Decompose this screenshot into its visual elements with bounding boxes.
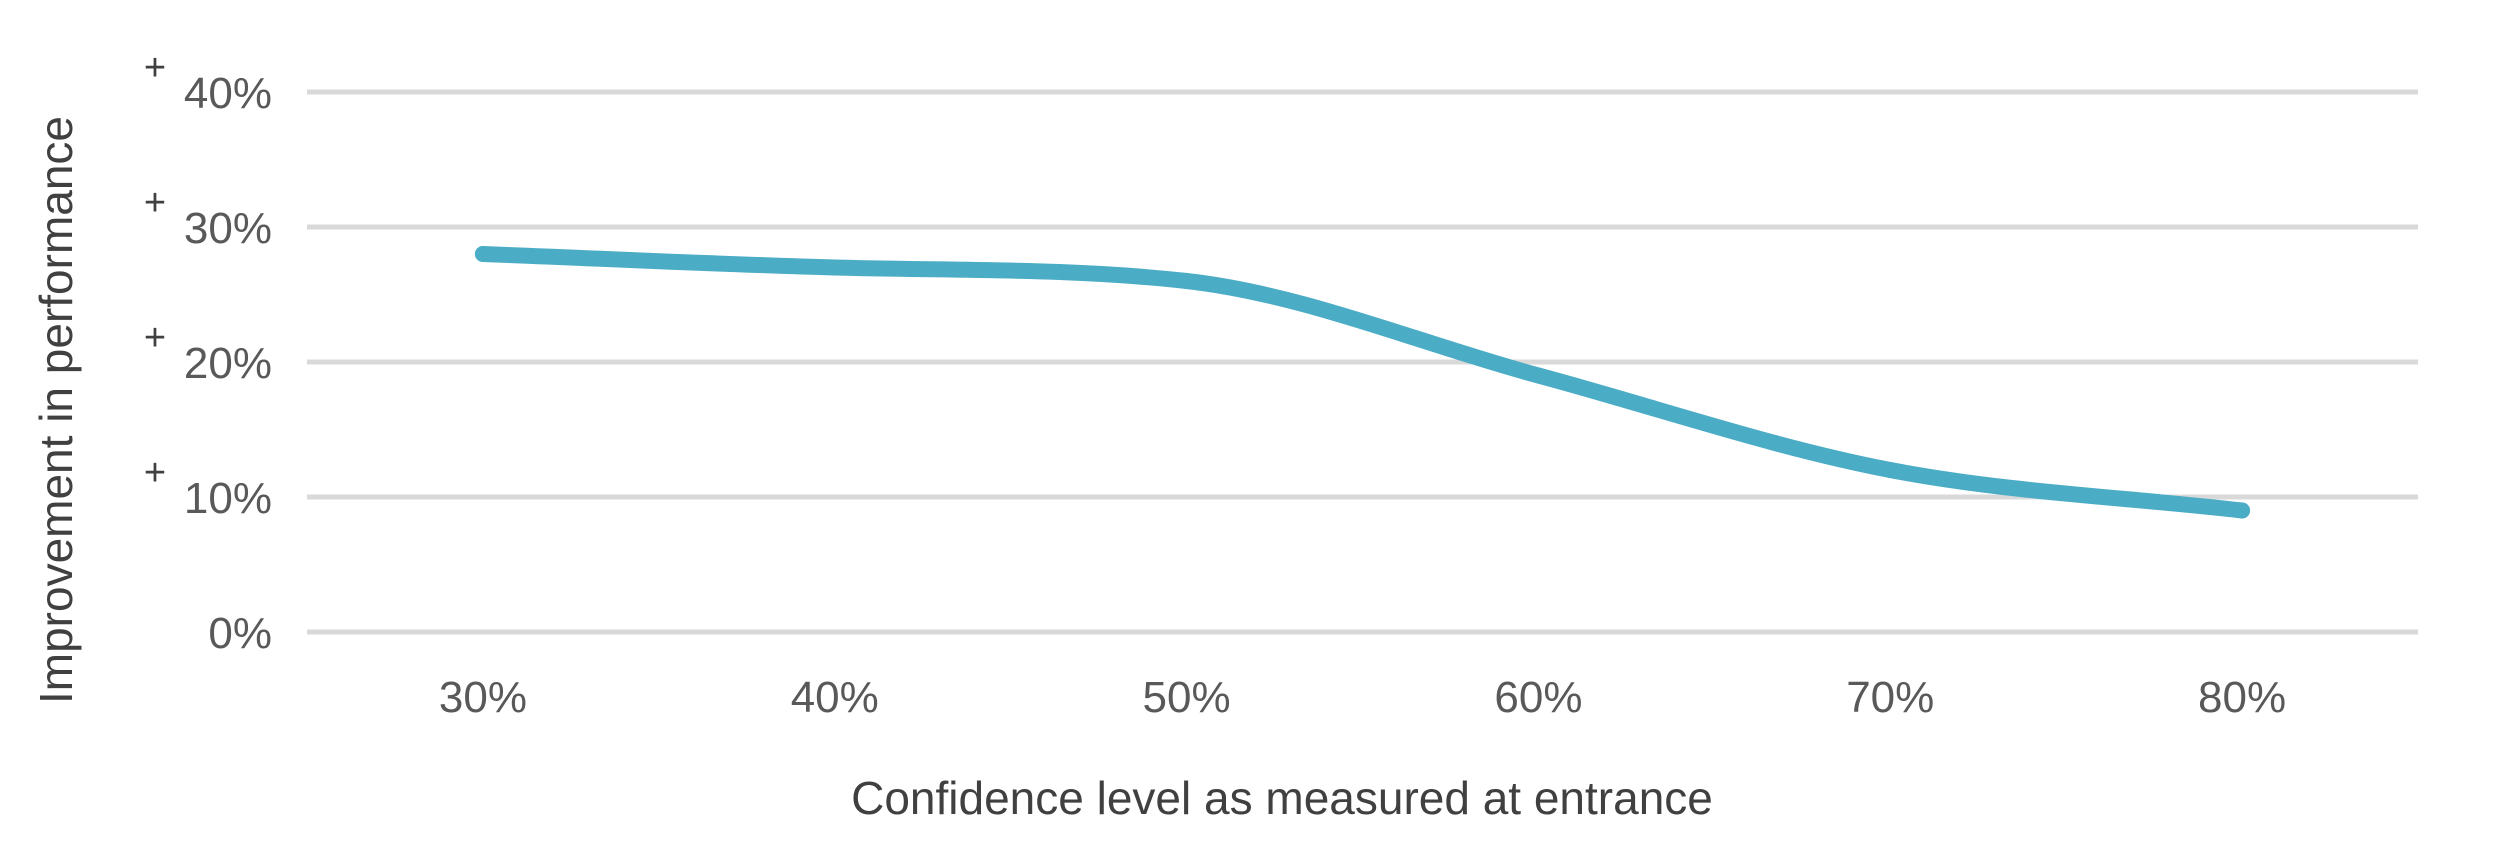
x-tick-label: 50% bbox=[1143, 673, 1231, 722]
x-tick-label: 70% bbox=[1846, 673, 1934, 722]
y-axis-title: Improvement in performance bbox=[30, 116, 82, 704]
data-point bbox=[826, 259, 843, 276]
data-point bbox=[2234, 502, 2251, 519]
x-tick-label: 30% bbox=[439, 673, 527, 722]
y-tick-label: 0% bbox=[208, 609, 272, 658]
x-axis-tick-labels: 30% 40% 50% 60% 70% 80% bbox=[439, 673, 2286, 722]
data-point bbox=[1882, 462, 1899, 478]
series-group bbox=[474, 246, 2251, 519]
y-tick-label: 20% bbox=[184, 339, 272, 388]
y-tick-label: 30% bbox=[184, 204, 272, 253]
data-point bbox=[1178, 273, 1195, 289]
y-tick-label: 40% bbox=[184, 69, 272, 118]
y-tick-prefix: + bbox=[144, 47, 166, 89]
data-point bbox=[474, 246, 491, 262]
y-tick-prefix: + bbox=[144, 317, 166, 359]
data-point bbox=[1530, 367, 1547, 384]
x-tick-label: 60% bbox=[1494, 673, 1582, 722]
x-tick-label: 80% bbox=[2198, 673, 2286, 722]
series-line bbox=[474, 246, 2251, 519]
gridlines bbox=[307, 89, 2418, 635]
x-axis-title: Confidence level as measured at entrance bbox=[851, 772, 1713, 824]
y-tick-prefix: + bbox=[144, 182, 166, 224]
y-tick-label: 10% bbox=[184, 474, 272, 523]
x-tick-label: 40% bbox=[791, 673, 879, 722]
y-tick-prefix: + bbox=[144, 452, 166, 494]
y-axis-tick-labels: 0% 10% +20% +30% +40% + bbox=[144, 47, 272, 658]
